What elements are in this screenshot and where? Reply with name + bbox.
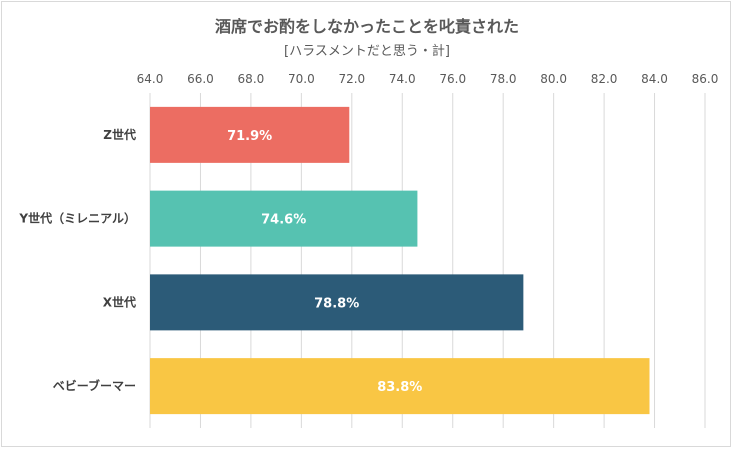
category-label: Z世代 xyxy=(103,127,136,142)
x-tick-label: 82.0 xyxy=(591,72,618,86)
data-label: 78.8% xyxy=(314,296,359,311)
bar xyxy=(150,190,418,247)
category-label: ベビーブーマー xyxy=(53,378,136,393)
chart-subtitle: [ハラスメントだと思う・計] xyxy=(284,44,450,59)
x-tick-label: 78.0 xyxy=(490,72,517,86)
chart-title: 酒席でお酌をしなかったことを叱責された xyxy=(214,17,519,36)
x-tick-label: 76.0 xyxy=(439,72,466,86)
category-label: Y世代（ミレニアル） xyxy=(18,211,136,226)
x-tick-label: 86.0 xyxy=(692,72,719,86)
x-tick-label: 84.0 xyxy=(641,72,668,86)
x-tick-label: 80.0 xyxy=(540,72,567,86)
data-label: 71.9% xyxy=(227,129,272,144)
category-label: X世代 xyxy=(103,294,136,309)
data-label: 83.8% xyxy=(377,380,422,395)
bar xyxy=(150,274,524,331)
bar xyxy=(150,106,350,163)
bar xyxy=(150,358,650,415)
x-tick-label: 70.0 xyxy=(288,72,315,86)
x-tick-label: 64.0 xyxy=(137,72,164,86)
data-label: 74.6% xyxy=(261,213,306,228)
x-tick-label: 68.0 xyxy=(238,72,265,86)
x-tick-label: 72.0 xyxy=(338,72,365,86)
x-tick-label: 74.0 xyxy=(389,72,416,86)
x-tick-label: 66.0 xyxy=(187,72,214,86)
